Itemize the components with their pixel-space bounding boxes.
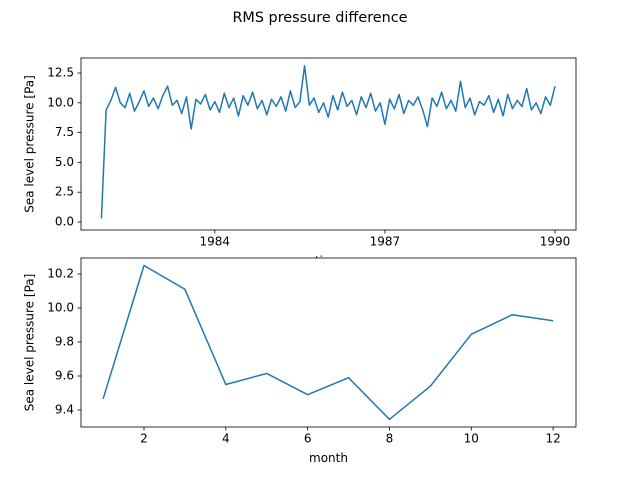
- axes-frame: [80, 57, 577, 231]
- y-tick-label: 10.0: [47, 95, 74, 109]
- y-tick-label: 9.6: [55, 368, 74, 382]
- x-tick-label: 6: [304, 432, 312, 446]
- x-tick-label: 1987: [370, 235, 401, 249]
- x-tick-label: 4: [222, 432, 230, 446]
- axes-frame: [80, 257, 577, 428]
- x-tick-label: 8: [386, 432, 394, 446]
- y-tick-label: 10.0: [47, 300, 74, 314]
- data-line: [100, 65, 556, 219]
- figure-title: RMS pressure difference: [232, 10, 407, 26]
- y-axis-label: Sea level pressure [Pa]: [23, 274, 37, 412]
- y-tick-label: 2.5: [55, 185, 74, 199]
- x-tick-label: 2: [140, 432, 148, 446]
- data-line: [102, 264, 554, 421]
- y-tick-label: 12.5: [47, 66, 74, 80]
- y-tick-label: 9.4: [55, 402, 74, 416]
- y-tick-label: 5.0: [55, 155, 74, 169]
- x-tick-label: 12: [545, 432, 560, 446]
- x-tick-label: 1984: [200, 235, 231, 249]
- y-axis-label: Sea level pressure [Pa]: [23, 75, 37, 213]
- x-tick-label: 1990: [540, 235, 571, 249]
- y-tick-label: 10.2: [47, 266, 74, 280]
- x-axis-label: month: [309, 451, 348, 465]
- y-tick-label: 9.8: [55, 334, 74, 348]
- y-tick-label: 7.5: [55, 125, 74, 139]
- x-tick-label: 10: [464, 432, 479, 446]
- axes-background: [81, 258, 576, 427]
- y-tick-label: 0.0: [55, 215, 74, 229]
